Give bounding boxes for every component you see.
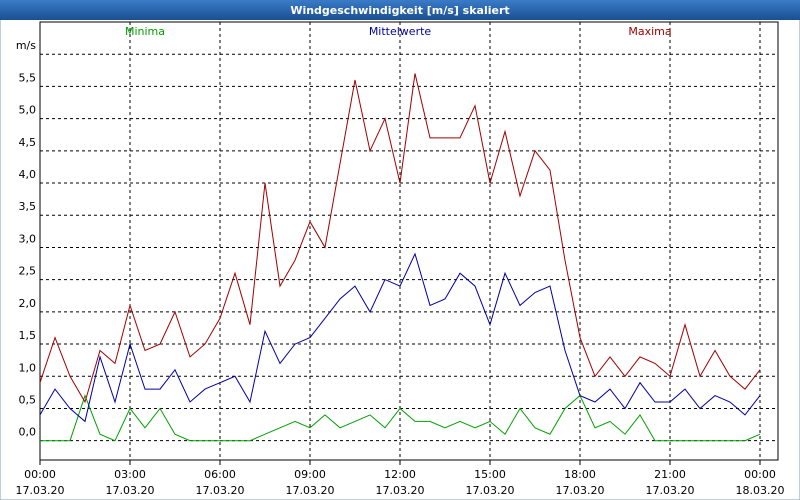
chart-title: Windgeschwindigkeit [m/s] skaliert	[290, 4, 509, 17]
y-tick-label: 2,5	[19, 265, 37, 278]
y-tick-label: 1,5	[19, 329, 37, 342]
x-tick-label: 00:00 18.03.20	[736, 468, 785, 497]
legend-label: Mittelwerte	[369, 25, 432, 38]
y-tick-label: 0,0	[19, 426, 37, 439]
x-tick-label: 18:00 17.03.20	[556, 468, 605, 497]
y-tick-label: m/s	[16, 39, 36, 52]
legend-label: Maxima	[628, 25, 671, 38]
x-tick-label: 15:00 17.03.20	[466, 468, 515, 497]
x-tick-label: 06:00 17.03.20	[196, 468, 245, 497]
y-tick-label: 3,5	[19, 200, 37, 213]
legend-label: Minima	[125, 25, 165, 38]
y-tick-label: 4,5	[19, 136, 37, 149]
y-tick-label: 5,5	[19, 71, 37, 84]
y-tick-label: 1,0	[19, 361, 37, 374]
y-tick-label: 0,5	[19, 393, 37, 406]
x-tick-label: 12:00 17.03.20	[376, 468, 425, 497]
y-tick-label: 2,0	[19, 297, 37, 310]
y-tick-label: 3,0	[19, 232, 37, 245]
y-tick-label: 4,0	[19, 168, 37, 181]
title-bar	[0, 0, 800, 20]
series-line	[39, 73, 761, 404]
x-tick-label: 03:00 17.03.20	[106, 468, 155, 497]
y-tick-label: 5,0	[19, 104, 37, 117]
x-tick-label: 21:00 17.03.20	[646, 468, 695, 497]
series-line	[39, 252, 761, 423]
x-tick-label: 00:00 17.03.20	[16, 468, 65, 497]
series-line	[40, 394, 761, 442]
plot-frame	[39, 21, 779, 461]
x-tick-label: 09:00 17.03.20	[286, 468, 335, 497]
